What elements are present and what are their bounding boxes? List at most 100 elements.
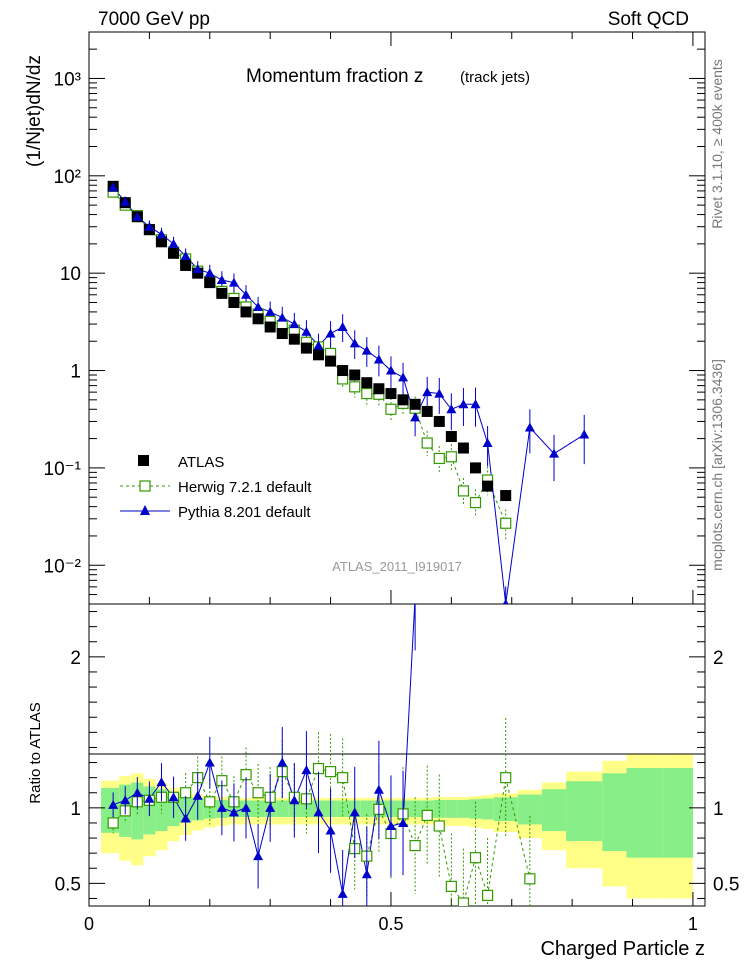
ratio-inner-band xyxy=(602,773,627,852)
herwig-ratio-point xyxy=(337,772,349,784)
legend-atlas-marker xyxy=(138,455,149,466)
pythia-point xyxy=(325,328,336,338)
pythia-ratio-point xyxy=(349,807,360,817)
pythia-ratio-point xyxy=(289,795,300,805)
atlas-point xyxy=(288,333,300,345)
atlas-point xyxy=(204,277,216,289)
ratio-axis-label: Ratio to ATLAS xyxy=(27,702,44,803)
pythia-point xyxy=(502,599,509,604)
ratio-tick-label-right: 2 xyxy=(713,648,724,669)
ratio-inner-band xyxy=(336,800,349,817)
pythia-ratio-point xyxy=(325,825,336,835)
pythia-ratio-point xyxy=(168,792,179,802)
pythia-ratio-point xyxy=(228,807,239,817)
pythia-ratio-point xyxy=(385,820,396,830)
atlas-point xyxy=(500,490,512,502)
ratio-data-layer xyxy=(107,591,536,906)
ratio-inner-band xyxy=(481,798,494,820)
herwig-ratio-point xyxy=(457,897,470,906)
ratio-plot-frame xyxy=(88,603,706,907)
atlas-point xyxy=(433,415,445,427)
herwig-ratio-point xyxy=(252,787,264,799)
pythia-point xyxy=(579,429,590,439)
herwig-point xyxy=(421,437,433,449)
atlas-point xyxy=(397,394,409,406)
atlas-point xyxy=(325,355,337,367)
plot-title: Momentum fraction z xyxy=(246,66,423,87)
ratio-inner-band xyxy=(360,800,373,817)
legend-pythia-marker xyxy=(140,505,150,515)
pythia-point xyxy=(108,182,119,192)
herwig-ratio-point xyxy=(469,852,482,864)
ratio-tick-label-right: 1 xyxy=(713,799,724,820)
atlas-point xyxy=(470,462,482,474)
atlas-point xyxy=(180,259,192,271)
pythia-ratio-point xyxy=(216,802,227,812)
y-tick-label: 10² xyxy=(54,167,81,188)
pythia-ratio-point xyxy=(277,757,288,767)
ratio-inner-band xyxy=(541,789,567,832)
x-tick-label: 1 xyxy=(688,914,698,934)
herwig-point xyxy=(500,517,512,529)
pythia-point xyxy=(524,422,535,432)
pythia-ratio-point xyxy=(301,765,312,775)
legend-pythia-label: Pythia 8.201 default xyxy=(178,504,311,521)
pythia-point xyxy=(241,289,252,299)
main-data-layer xyxy=(107,180,590,604)
legend: ATLAS Herwig 7.2.1 default Pythia 8.201 … xyxy=(120,454,312,521)
herwig-ratio-point xyxy=(445,880,457,892)
x-tick-label: 0.5 xyxy=(378,914,403,934)
pythia-series-line xyxy=(112,187,585,604)
pythia-ratio-point xyxy=(265,802,276,812)
watermark: ATLAS_2011_I919017 xyxy=(332,559,462,574)
atlas-point xyxy=(240,306,252,318)
pythia-point xyxy=(132,211,143,221)
legend-atlas-label: ATLAS xyxy=(178,454,224,471)
pythia-ratio-point xyxy=(156,777,167,787)
atlas-point xyxy=(300,342,312,354)
pythia-point xyxy=(549,448,560,458)
herwig-point xyxy=(361,387,373,400)
ratio-tick-label-right: 0.5 xyxy=(713,874,739,895)
plot-subtitle: (track jets) xyxy=(460,69,530,86)
pythia-point xyxy=(470,399,481,409)
herwig-point xyxy=(469,497,482,509)
ratio-inner-band xyxy=(626,767,663,858)
mcplots-label: mcplots.cern.ch [arXiv:1306.3436] xyxy=(709,359,725,571)
atlas-point xyxy=(276,328,288,340)
pythia-point xyxy=(156,229,167,239)
pythia-point xyxy=(228,277,239,287)
pythia-point xyxy=(398,372,409,382)
atlas-point xyxy=(264,321,276,333)
herwig-ratio-point xyxy=(107,817,119,829)
pythia-ratio-point xyxy=(410,591,420,600)
atlas-point xyxy=(457,442,469,454)
herwig-point xyxy=(349,381,361,393)
pythia-point xyxy=(301,326,312,336)
atlas-point xyxy=(409,398,421,410)
ratio-inner-band xyxy=(517,794,542,825)
atlas-point xyxy=(373,383,385,395)
pythia-ratio-point xyxy=(108,799,119,809)
ratio-inner-band xyxy=(662,767,693,858)
y-tick-label: 10⁻² xyxy=(44,556,82,577)
herwig-ratio-point xyxy=(421,809,433,822)
atlas-point xyxy=(252,313,264,325)
herwig-ratio-point xyxy=(409,839,421,852)
atlas-point xyxy=(216,287,228,299)
pythia-point xyxy=(204,268,215,278)
energy-label: 7000 GeV pp xyxy=(98,9,210,30)
pythia-point xyxy=(277,312,288,322)
ratio-uncertainty-bands xyxy=(101,753,693,899)
y-tick-label: 10⁻¹ xyxy=(44,459,82,480)
atlas-point xyxy=(312,349,324,361)
ratio-tick-label: 1 xyxy=(70,799,81,820)
atlas-point xyxy=(192,267,204,279)
ratio-tick-label: 2 xyxy=(70,648,81,669)
y-tick-label: 10 xyxy=(60,264,81,285)
herwig-ratio-point xyxy=(481,889,494,902)
atlas-point xyxy=(385,388,397,400)
ratio-inner-band xyxy=(566,781,603,842)
pythia-ratio-point xyxy=(398,817,409,827)
pythia-point xyxy=(482,438,493,448)
